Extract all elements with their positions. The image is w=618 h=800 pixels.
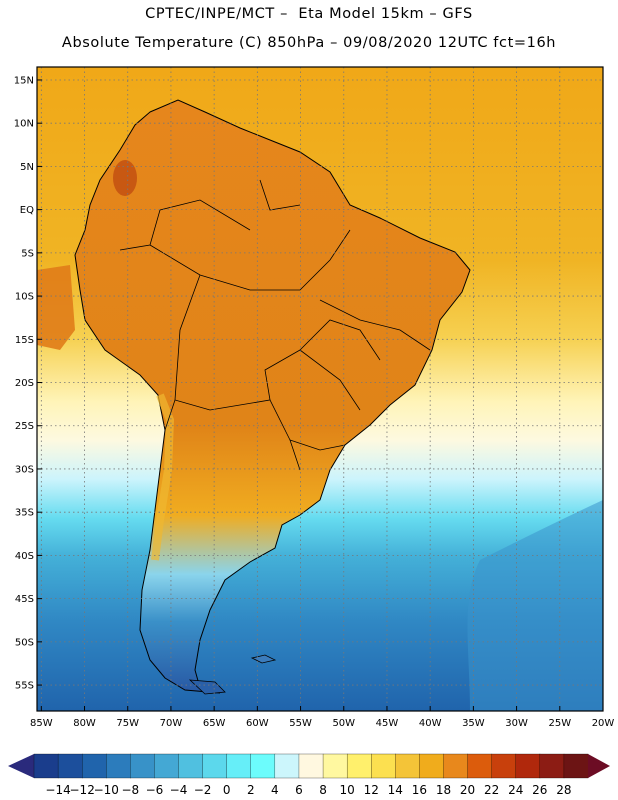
lat-label: 35S xyxy=(15,508,34,519)
colorbar-label: 12 xyxy=(364,783,379,797)
colorbar-label: 18 xyxy=(436,783,451,797)
lat-label: 25S xyxy=(15,421,34,432)
colorbar-cell xyxy=(226,753,252,779)
lon-label: 65W xyxy=(203,718,226,729)
colorbar-cell xyxy=(106,753,131,779)
lon-label: 75W xyxy=(116,718,139,729)
lat-label: 30S xyxy=(15,464,34,475)
colorbar-cell xyxy=(563,753,589,779)
lat-label: 40S xyxy=(15,551,34,562)
lat-label: 45S xyxy=(15,594,34,605)
continent-south-america xyxy=(74,99,471,694)
colorbar-label: 10 xyxy=(339,783,354,797)
colorbar-label: −2 xyxy=(194,783,212,797)
colorbar-label: 14 xyxy=(388,783,403,797)
colorbar-cell xyxy=(82,753,107,779)
lon-label: 60W xyxy=(246,718,269,729)
colorbar-cell xyxy=(395,753,420,779)
colorbar-cell xyxy=(491,753,517,779)
colorbar-label: 4 xyxy=(271,783,279,797)
gridlines xyxy=(37,67,604,711)
colorbar-cell xyxy=(274,753,300,779)
andes-streak xyxy=(151,393,175,561)
title-line-1: CPTEC/INPE/MCT – Eta Model 15km – GFS xyxy=(145,6,473,22)
pacific-warm-band xyxy=(37,265,75,350)
colorbar-label: 8 xyxy=(319,783,327,797)
colorbar-cell xyxy=(322,753,348,779)
colorbar-label: 28 xyxy=(556,783,571,797)
lon-label: 80W xyxy=(73,718,96,729)
longitude-tick-labels: 85W 80W 75W 70W 65W 60W 55W 50W 45W 40W 35W 30W 25W 2… xyxy=(30,706,614,729)
colorbar-label: −8 xyxy=(121,783,139,797)
colorbar-label: 22 xyxy=(484,783,499,797)
lon-label: 40W xyxy=(419,718,442,729)
lat-label: EQ xyxy=(20,205,34,216)
lat-label: 50S xyxy=(15,637,34,648)
colorbar-label: 0 xyxy=(223,783,231,797)
atlantic-cold-tongue xyxy=(467,500,603,711)
colorbar-label: 20 xyxy=(460,783,475,797)
colorbar-cells xyxy=(33,753,589,779)
colorbar-cell xyxy=(130,753,155,779)
lon-label: 25W xyxy=(548,718,571,729)
lat-label: 10N xyxy=(14,119,34,130)
colorbar-cell xyxy=(515,753,541,779)
colorbar: −14−12−10 −8 −6 −4 −2 0 2 4 6 8 10 12 14 16 18 20 22 24 26… xyxy=(8,753,610,797)
colorbar-cell xyxy=(154,753,179,779)
lon-label: 85W xyxy=(30,718,53,729)
lon-label: 20W xyxy=(592,718,615,729)
lat-label: 15N xyxy=(14,75,34,86)
colorbar-label: 2 xyxy=(247,783,255,797)
colorbar-label: 24 xyxy=(508,783,523,797)
latitude-tick-labels: 15N 10N 5N EQ 5S 10S 15S 20S 25S 30S 35S 40S 45S 50S 5… xyxy=(14,75,42,692)
lat-label: 15S xyxy=(15,335,34,346)
colorbar-cell xyxy=(539,753,565,779)
colorbar-label: 16 xyxy=(412,783,427,797)
lat-label: 55S xyxy=(15,681,34,692)
colorbar-label: −10 xyxy=(94,783,119,797)
colorbar-cell xyxy=(443,753,469,779)
colorbar-cell xyxy=(419,753,444,779)
lon-label: 55W xyxy=(289,718,312,729)
colorbar-cell xyxy=(202,753,228,779)
lon-label: 35W xyxy=(462,718,485,729)
colorbar-label: 6 xyxy=(295,783,303,797)
lat-label: 5N xyxy=(20,162,34,173)
lon-label: 50W xyxy=(332,718,355,729)
colorbar-cell xyxy=(467,753,493,779)
lon-label: 30W xyxy=(505,718,528,729)
hot-spot xyxy=(113,160,137,196)
country-borders xyxy=(119,179,431,471)
colorbar-cell xyxy=(178,753,204,779)
colorbar-label: −4 xyxy=(170,783,188,797)
colorbar-cell xyxy=(57,753,83,779)
colorbar-label: −12 xyxy=(70,783,95,797)
colorbar-cell xyxy=(33,753,59,779)
colorbar-cell xyxy=(371,753,396,779)
map-panel xyxy=(37,67,603,711)
colorbar-label: −6 xyxy=(146,783,164,797)
colorbar-label: −14 xyxy=(45,783,70,797)
title-line-2: Absolute Temperature (C) 850hPa – 09/08/… xyxy=(61,35,557,51)
colorbar-labels: −14−12−10 −8 −6 −4 −2 0 2 4 6 8 10 12 14 16 18 20 22 24 26… xyxy=(45,783,571,797)
lat-label: 20S xyxy=(15,378,34,389)
colorbar-label: 26 xyxy=(532,783,547,797)
colorbar-cell xyxy=(346,753,372,779)
lat-label: 5S xyxy=(21,248,34,259)
lon-label: 70W xyxy=(160,718,183,729)
colorbar-arrow-right xyxy=(588,754,610,778)
lon-label: 45W xyxy=(376,718,399,729)
map-frame xyxy=(36,66,604,712)
lat-label: 10S xyxy=(15,292,34,303)
colorbar-cell xyxy=(298,753,324,779)
colorbar-arrow-left xyxy=(8,754,34,778)
colorbar-cell xyxy=(250,753,276,779)
tierra-del-fuego xyxy=(188,679,226,695)
